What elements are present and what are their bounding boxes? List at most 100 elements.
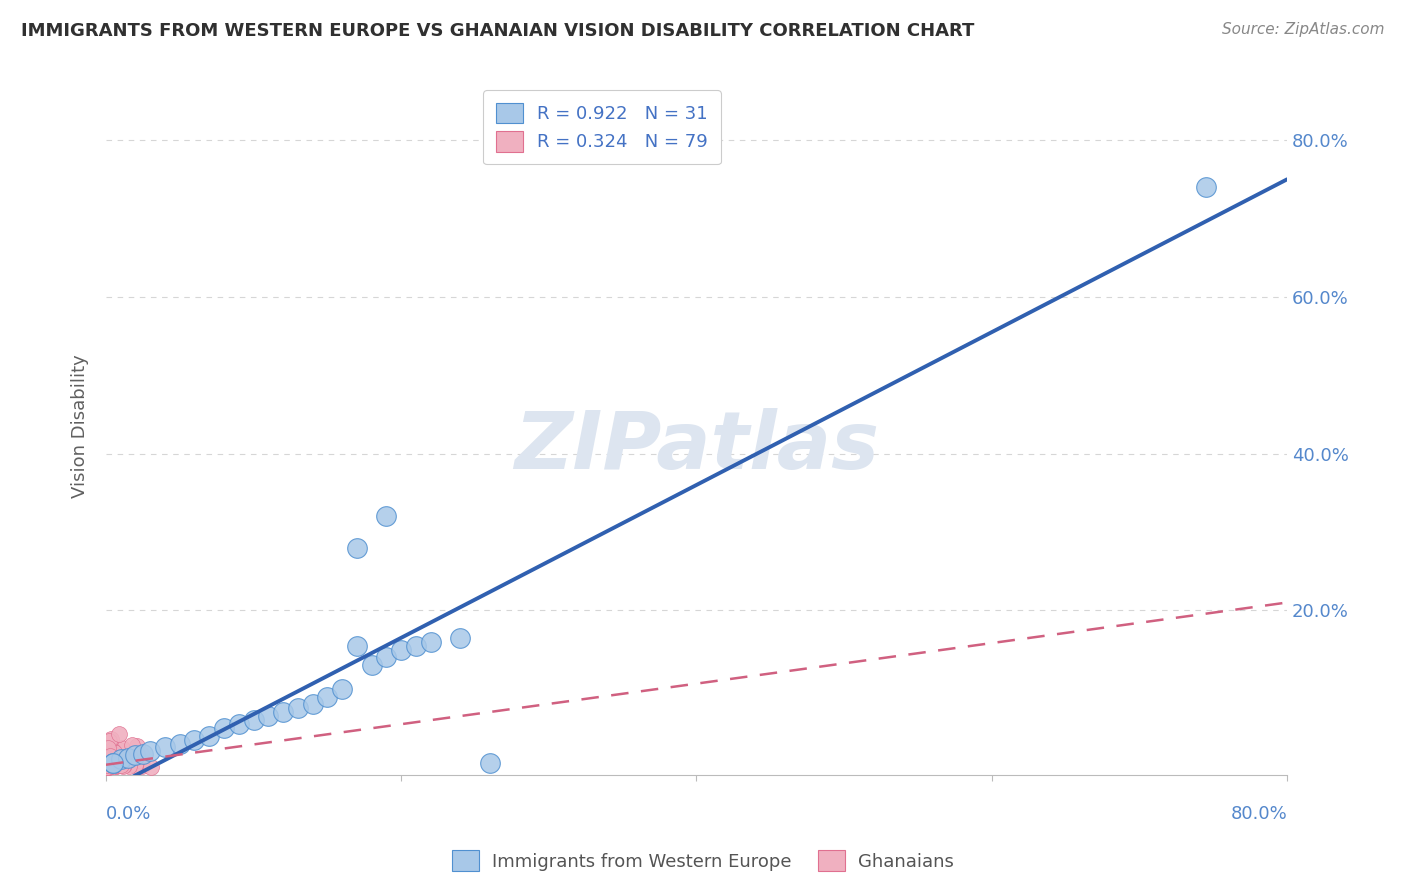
Point — [169, 737, 191, 751]
Point — [100, 759, 122, 773]
Point — [228, 717, 250, 731]
Point — [257, 709, 280, 723]
Point — [389, 642, 412, 657]
Point — [100, 757, 122, 772]
Point — [96, 755, 118, 769]
Point — [96, 760, 118, 774]
Point — [104, 756, 127, 771]
Legend: Immigrants from Western Europe, Ghanaians: Immigrants from Western Europe, Ghanaian… — [444, 843, 962, 879]
Point — [96, 757, 118, 772]
Text: 0.0%: 0.0% — [105, 805, 152, 823]
Point — [131, 759, 153, 773]
Text: ZIPatlas: ZIPatlas — [515, 409, 879, 486]
Point — [112, 759, 135, 773]
Point — [111, 753, 134, 767]
Point — [419, 634, 441, 648]
Point — [104, 752, 127, 766]
Point — [97, 748, 120, 763]
Point — [287, 701, 309, 715]
Point — [405, 639, 427, 653]
Point — [103, 747, 125, 761]
Point — [97, 748, 120, 763]
Point — [183, 732, 205, 747]
Point — [110, 758, 132, 772]
Point — [103, 756, 125, 771]
Point — [97, 759, 120, 773]
Point — [129, 747, 152, 761]
Point — [120, 757, 142, 772]
Point — [110, 752, 132, 766]
Y-axis label: Vision Disability: Vision Disability — [72, 354, 89, 498]
Point — [101, 742, 124, 756]
Point — [449, 631, 471, 645]
Point — [101, 747, 124, 761]
Point — [98, 756, 121, 770]
Point — [108, 727, 131, 741]
Point — [96, 754, 118, 768]
Point — [96, 751, 118, 765]
Point — [100, 756, 122, 770]
Point — [100, 732, 122, 747]
Point — [98, 734, 121, 748]
Point — [98, 759, 121, 773]
Point — [98, 756, 121, 771]
Point — [139, 759, 162, 773]
Point — [110, 757, 132, 772]
Point — [117, 750, 139, 764]
Point — [330, 681, 353, 696]
Point — [111, 741, 134, 756]
Point — [96, 742, 118, 756]
Point — [131, 755, 153, 769]
Point — [96, 747, 118, 762]
Point — [96, 750, 118, 764]
Point — [1195, 180, 1218, 194]
Point — [103, 756, 125, 770]
Point — [375, 509, 398, 524]
Point — [301, 698, 323, 712]
Point — [115, 749, 138, 764]
Point — [103, 745, 125, 759]
Text: 80.0%: 80.0% — [1230, 805, 1286, 823]
Point — [97, 760, 120, 774]
Point — [100, 755, 122, 769]
Point — [96, 758, 118, 772]
Point — [104, 749, 127, 764]
Point — [104, 759, 127, 773]
Point — [153, 740, 176, 755]
Point — [271, 705, 294, 719]
Point — [360, 658, 382, 673]
Point — [242, 713, 264, 727]
Point — [104, 759, 127, 773]
Point — [101, 755, 124, 769]
Point — [103, 756, 125, 771]
Point — [112, 750, 135, 764]
Point — [98, 755, 121, 769]
Point — [118, 759, 141, 773]
Point — [97, 741, 120, 756]
Point — [108, 752, 131, 766]
Point — [375, 650, 398, 665]
Point — [125, 744, 148, 758]
Point — [107, 755, 129, 769]
Point — [198, 729, 221, 743]
Point — [107, 743, 129, 757]
Point — [100, 748, 122, 763]
Point — [97, 754, 120, 768]
Point — [98, 752, 121, 766]
Point — [103, 757, 125, 772]
Point — [96, 758, 118, 772]
Point — [111, 752, 134, 766]
Point — [98, 757, 121, 772]
Point — [107, 758, 129, 772]
Point — [96, 758, 118, 772]
Text: IMMIGRANTS FROM WESTERN EUROPE VS GHANAIAN VISION DISABILITY CORRELATION CHART: IMMIGRANTS FROM WESTERN EUROPE VS GHANAI… — [21, 22, 974, 40]
Point — [104, 756, 127, 771]
Point — [316, 690, 339, 704]
Point — [96, 757, 118, 772]
Point — [110, 756, 132, 770]
Point — [97, 757, 120, 772]
Point — [96, 755, 118, 769]
Point — [478, 756, 501, 771]
Point — [112, 757, 135, 772]
Point — [121, 738, 143, 752]
